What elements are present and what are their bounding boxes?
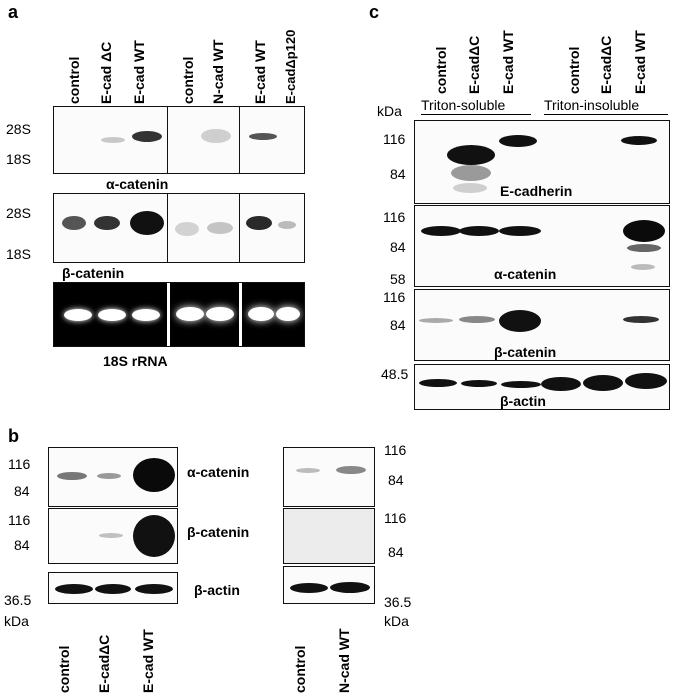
panel-b-beta-catenin-label: β-catenin — [187, 524, 250, 540]
panel-a-marker-18s-b: 18S — [6, 246, 31, 262]
panel-a-marker-28s-b: 28S — [6, 205, 31, 221]
panel-a-label: a — [8, 2, 19, 22]
panel-b-left-marker-84-b: 84 — [14, 537, 30, 553]
panel-a-lane-5: N-cad WT — [210, 39, 226, 104]
panel-a-marker-18s: 18S — [6, 151, 31, 167]
panel-b-left-lane-3: E-cad WT — [140, 629, 156, 693]
panel-b-right-marker-116-b: 116 — [384, 510, 407, 526]
panel-b-left-marker-116: 116 — [8, 456, 31, 472]
panel-c-beta-actin-blot — [414, 364, 670, 410]
panel-c-fraction-soluble: Triton-soluble — [421, 97, 506, 113]
panel-c-ecad-marker-116: 116 — [383, 131, 406, 147]
panel-c-beta-catenin-label: β-catenin — [494, 344, 557, 360]
panel-c-lane-4: control — [566, 46, 582, 94]
panel-a-lane-3: E-cad WT — [131, 40, 147, 104]
panel-b-right-marker-84-b: 84 — [388, 544, 404, 560]
panel-b-left-lane-1: control — [56, 645, 72, 693]
panel-c-fraction-insoluble: Triton-insoluble — [544, 97, 640, 113]
panel-c-ecadherin-label: E-cadherin — [500, 183, 573, 199]
panel-b-beta-actin-label: β-actin — [194, 582, 240, 598]
panel-a-alpha-catenin-blot — [53, 106, 305, 174]
panel-c-soluble-underline — [421, 114, 531, 115]
panel-c-unit: kDa — [377, 103, 402, 119]
panel-c-label: c — [369, 2, 380, 22]
panel-b-label: b — [8, 426, 19, 446]
panel-c-insoluble-underline — [544, 114, 668, 115]
panel-c-lane-2: E-cadΔC — [466, 35, 482, 94]
panel-b-right-lane-1: control — [292, 645, 308, 693]
panel-b-alpha-catenin-label: α-catenin — [187, 464, 250, 480]
panel-b-left-lane-2: E-cadΔC — [96, 634, 112, 693]
panel-a-alpha-catenin-label: α-catenin — [106, 176, 169, 192]
panel-b-right-beta-catenin-blot — [283, 508, 375, 564]
panel-c-bcat-marker-116: 116 — [383, 289, 406, 305]
panel-c-acat-marker-84: 84 — [390, 239, 406, 255]
panel-b-left-beta-actin-blot — [48, 572, 178, 604]
panel-a-rrna-label: 18S rRNA — [103, 353, 168, 369]
panel-c-beta-actin-label: β-actin — [500, 393, 546, 409]
panel-c-alpha-catenin-blot — [414, 205, 670, 287]
panel-a-lane-7: E-cadΔp120 — [283, 29, 298, 104]
panel-c-ecad-marker-84: 84 — [390, 166, 406, 182]
panel-c-ecadherin-blot — [414, 120, 670, 204]
panel-a-marker-28s: 28S — [6, 121, 31, 137]
panel-a-lane-2: E-cad ΔC — [98, 41, 114, 104]
panel-a-beta-catenin-label: β-catenin — [62, 265, 125, 281]
panel-b-right-alpha-catenin-blot — [283, 447, 375, 507]
panel-c-lane-1: control — [433, 46, 449, 94]
panel-b-left-unit: kDa — [4, 613, 29, 629]
panel-c-bcat-marker-84: 84 — [390, 317, 406, 333]
panel-a-rrna-gel — [53, 282, 305, 347]
panel-b-right-unit: kDa — [384, 613, 409, 629]
panel-b-left-alpha-catenin-blot — [48, 447, 178, 507]
panel-a-lane-4: control — [180, 56, 196, 104]
panel-b-left-beta-catenin-blot — [48, 508, 178, 564]
panel-a-beta-catenin-blot — [53, 193, 305, 263]
panel-c-lane-5: E-cadΔC — [598, 35, 614, 94]
panel-c-lane-6: E-cad WT — [632, 30, 648, 94]
panel-c-actin-marker-48-5: 48.5 — [381, 366, 409, 382]
panel-c-beta-catenin-blot — [414, 289, 670, 361]
panel-c-acat-marker-116: 116 — [383, 209, 406, 225]
panel-c-alpha-catenin-label: α-catenin — [494, 266, 557, 282]
panel-a-lane-6: E-cad WT — [252, 40, 268, 104]
panel-b-right-beta-actin-blot — [283, 566, 375, 604]
panel-a-lane-1: control — [66, 56, 82, 104]
panel-c-lane-3: E-cad WT — [500, 30, 516, 94]
panel-b-right-marker-84: 84 — [388, 472, 404, 488]
panel-b-left-marker-84: 84 — [14, 483, 30, 499]
panel-b-left-marker-116-b: 116 — [8, 512, 31, 528]
panel-b-right-lane-2: N-cad WT — [336, 628, 352, 693]
panel-c-acat-marker-58: 58 — [390, 271, 406, 287]
panel-b-right-marker-36-5: 36.5 — [384, 594, 412, 610]
panel-b-right-marker-116: 116 — [384, 442, 407, 458]
panel-b-left-marker-36-5: 36.5 — [4, 592, 32, 608]
